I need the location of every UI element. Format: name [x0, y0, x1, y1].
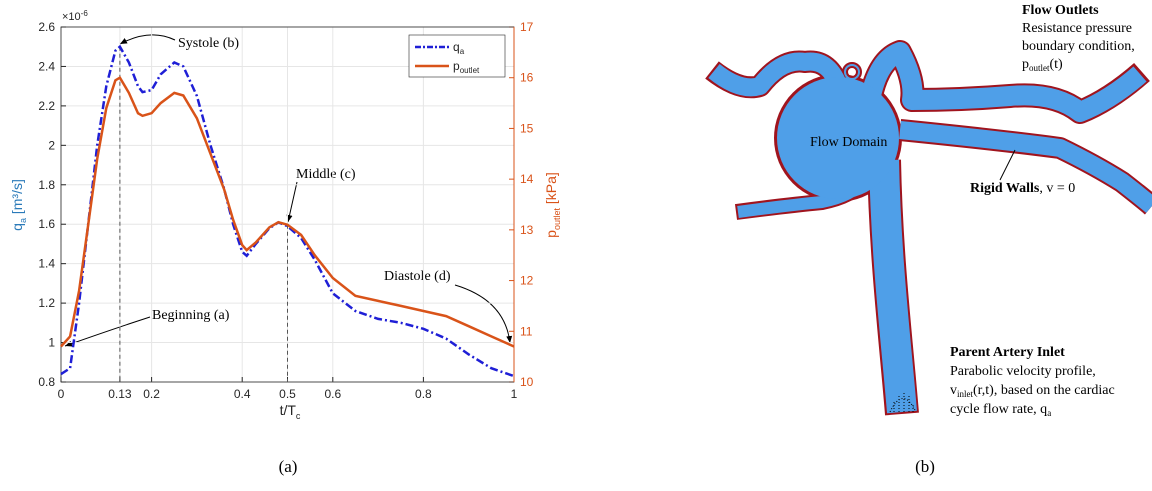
y2-tick-label: 14: [520, 172, 534, 186]
annotation: Systole (b): [178, 36, 239, 51]
x-tick-label: 0.6: [324, 387, 341, 401]
x-tick-label: 0.4: [234, 387, 251, 401]
figure: t/Tc qa [m³/s] poutlet [kPa] ×10-6 Systo…: [0, 0, 1152, 491]
inlet-v: v: [950, 383, 957, 398]
inlet-q: cycle flow rate, q: [950, 402, 1047, 417]
multiplier-exp: -6: [81, 9, 89, 18]
annotation: Diastole (d): [384, 269, 451, 284]
y-multiplier: ×10-6: [62, 9, 88, 23]
inlet-text: Parabolic velocity profile,: [950, 364, 1096, 379]
x-tick-label: 0.2: [143, 387, 160, 401]
x-axis-label: t/Tc: [280, 402, 301, 421]
y2-label-sub: outlet: [552, 207, 562, 230]
x-tick-label: 0.5: [279, 387, 296, 401]
y-tick-label: 1: [48, 336, 55, 350]
outlets-text: boundary condition,: [1022, 39, 1135, 54]
y-label-unit: [m³/s]: [9, 179, 25, 218]
y2-tick-label: 10: [520, 375, 534, 389]
y2-tick-label: 12: [520, 274, 534, 288]
y2-tick-label: 13: [520, 223, 534, 237]
annotation: Beginning (a): [152, 308, 230, 323]
y2-tick-label: 16: [520, 71, 534, 85]
x-label-main: t/T: [280, 402, 297, 418]
inlet-v-tail: (r,t), based on the cardiac: [973, 383, 1115, 398]
y-tick-label: 2.4: [38, 59, 55, 73]
legend-name-sub: outlet: [460, 66, 480, 75]
y2-label-main: p: [543, 230, 559, 238]
caption: (b): [915, 457, 935, 476]
y-axis-label: qa [m³/s]: [9, 179, 28, 231]
inlet-v-sub: inlet: [957, 389, 973, 399]
inlet-q-sub: a: [1047, 408, 1051, 418]
wall-pointer: [1000, 150, 1015, 180]
x-tick-label: 0: [58, 387, 65, 401]
walls-bold: Rigid Walls: [970, 181, 1040, 196]
outlets-p: p: [1022, 57, 1029, 72]
y-tick-label: 2.6: [38, 20, 55, 34]
vessel-diagram: [712, 52, 1152, 414]
page: t/Tc qa [m³/s] poutlet [kPa] ×10-6 Systo…: [0, 0, 1152, 491]
y2-tick-label: 11: [520, 324, 533, 338]
x-tick-label: 1: [511, 387, 518, 401]
outlets-text: poutlet(t): [1022, 57, 1063, 73]
x-tick-label: 0.13: [108, 387, 132, 401]
region-label: Flow Domain: [810, 135, 887, 150]
walls-text: Rigid Walls, v = 0: [970, 181, 1075, 196]
outlets-title: Flow Outlets: [1022, 3, 1099, 18]
y-tick-label: 1.8: [38, 178, 55, 192]
y-tick-label: 1.6: [38, 217, 55, 231]
annotation: Middle (c): [296, 167, 356, 182]
y-tick-label: 1.2: [38, 296, 55, 310]
x-tick-label: 0.8: [415, 387, 432, 401]
y-tick-label: 0.8: [38, 375, 55, 389]
inlet-title: Parent Artery Inlet: [950, 345, 1065, 360]
y-tick-label: 1.4: [38, 257, 55, 271]
caption: (a): [279, 457, 298, 476]
y-label-main: q: [9, 223, 25, 231]
y-tick-label: 2.2: [38, 99, 55, 113]
x-label-sub: c: [296, 411, 301, 421]
y2-axis-label: poutlet [kPa]: [543, 172, 562, 238]
y-tick-label: 2: [48, 138, 55, 152]
inlet-text: vinlet(r,t), based on the cardiac: [950, 383, 1115, 399]
walls-tail: , v = 0: [1039, 181, 1075, 196]
multiplier-base: ×10: [62, 11, 81, 23]
y2-tick-label: 17: [520, 20, 534, 34]
outlets-p-tail: (t): [1050, 57, 1064, 72]
legend-name-sub: a: [460, 47, 465, 56]
y2-label-unit: [kPa]: [543, 172, 559, 208]
y2-tick-label: 15: [520, 121, 534, 135]
outlets-text: Resistance pressure: [1022, 21, 1132, 36]
legend-name: q: [453, 40, 460, 54]
outlets-p-sub: outlet: [1029, 63, 1050, 73]
inlet-text: cycle flow rate, qa: [950, 402, 1051, 418]
